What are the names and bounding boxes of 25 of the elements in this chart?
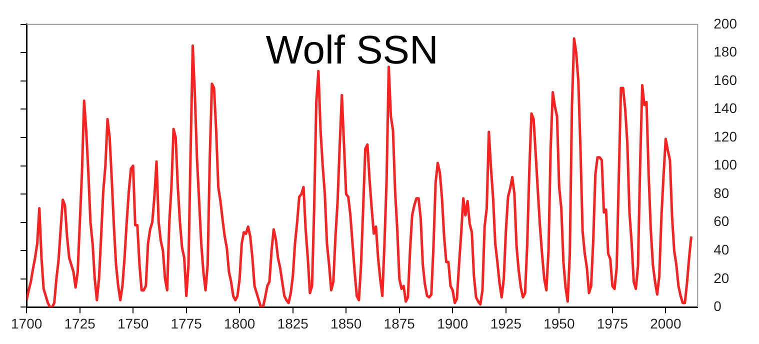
- y-tick-label: 80: [714, 184, 730, 201]
- y-tick-label: 160: [714, 72, 738, 88]
- x-tick-label: 1975: [596, 315, 628, 332]
- x-tick-label: 2000: [650, 315, 682, 332]
- x-tick-label: 1750: [118, 315, 149, 332]
- x-tick-label: 1800: [224, 315, 256, 332]
- x-tick-label: 1775: [170, 315, 202, 332]
- x-tick-label: 1850: [330, 315, 362, 332]
- y-tick-label: 100: [714, 156, 738, 173]
- chart-title: Wolf SSN: [266, 28, 438, 72]
- y-tick-label: 200: [714, 15, 738, 32]
- x-tick-label: 1700: [10, 315, 42, 332]
- y-tick-label: 20: [714, 270, 730, 286]
- y-tick-label: 140: [714, 100, 738, 116]
- y-tick-label: 0: [714, 298, 722, 314]
- y-tick-label: 60: [714, 213, 730, 230]
- y-tick-label: 40: [714, 242, 730, 258]
- x-tick-label: 1925: [490, 315, 522, 332]
- x-tick-label: 1900: [437, 315, 468, 332]
- x-tick-label: 1875: [384, 315, 416, 332]
- x-tick-label: 1950: [544, 315, 575, 332]
- y-tick-label: 180: [714, 44, 738, 60]
- x-tick-label: 1725: [64, 315, 96, 332]
- y-tick-label: 120: [714, 128, 738, 144]
- x-tick-label: 1825: [277, 315, 309, 332]
